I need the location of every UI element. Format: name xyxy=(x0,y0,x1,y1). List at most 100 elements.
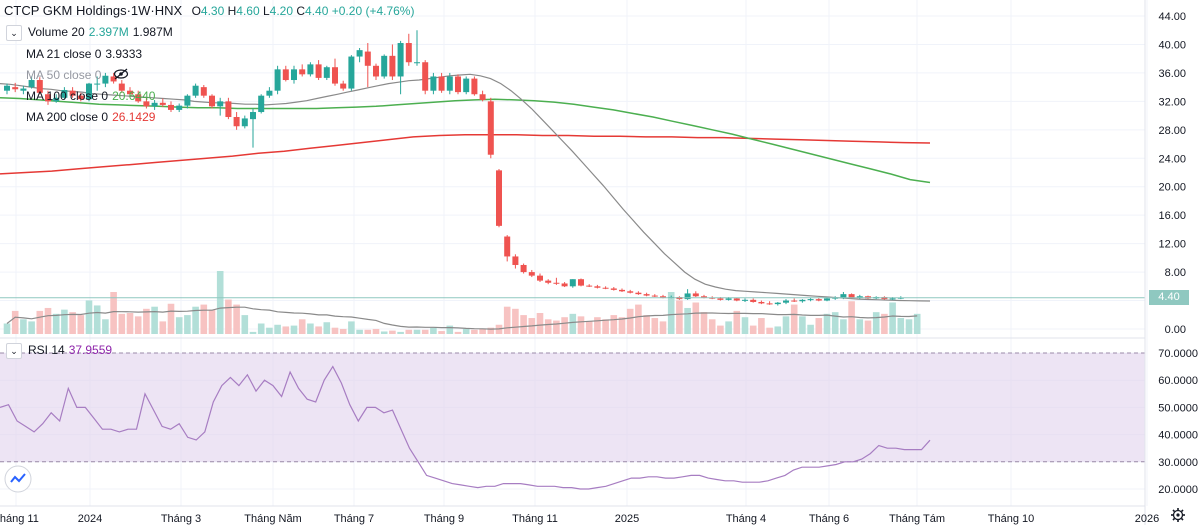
volume-bar xyxy=(864,320,872,334)
volume-bar xyxy=(913,313,921,334)
candle-body xyxy=(848,294,855,298)
volume-bar xyxy=(700,312,708,334)
change-value: +0.20 (+4.76%) xyxy=(331,4,415,18)
candle-body xyxy=(799,299,806,302)
candle-body xyxy=(553,282,560,284)
time-tick-label: 2025 xyxy=(615,513,639,525)
volume-bar xyxy=(758,318,765,334)
volume-bar xyxy=(594,317,601,334)
volume-bar xyxy=(602,319,609,334)
rsi-legend[interactable]: ⌄ RSI 14 37.9559 xyxy=(6,343,112,359)
chevron-down-icon[interactable]: ⌄ xyxy=(6,25,22,41)
volume-bar xyxy=(339,328,347,334)
candle-body xyxy=(397,43,404,77)
candle-body xyxy=(610,288,617,290)
candle-body xyxy=(414,62,420,64)
time-tick-label: Tháng 11 xyxy=(0,513,39,525)
candle-body xyxy=(373,65,379,77)
volume-bar xyxy=(184,315,191,334)
open-value: 4.30 xyxy=(200,4,225,18)
interval[interactable]: 1W xyxy=(130,3,151,18)
volume-bar xyxy=(323,322,331,334)
volume-bar xyxy=(159,321,167,334)
candle-body xyxy=(135,94,142,102)
volume-bar xyxy=(708,319,716,334)
volume-bar xyxy=(167,303,175,334)
candle-body xyxy=(701,296,707,298)
candle-body xyxy=(69,90,76,96)
time-tick-label: 2026 xyxy=(1135,513,1159,525)
candle-body xyxy=(61,89,68,98)
volume-bar xyxy=(69,312,76,334)
candle-body xyxy=(12,87,19,90)
volume-bar xyxy=(216,271,224,334)
candle-body xyxy=(528,272,535,276)
volume-bar xyxy=(807,324,814,334)
candle-body xyxy=(578,279,584,286)
volume-bar xyxy=(118,313,126,334)
candle-body xyxy=(291,69,297,81)
volume-bar xyxy=(725,321,732,334)
volume-bar xyxy=(446,325,454,334)
volume-bars xyxy=(3,271,921,334)
volume-bar xyxy=(364,329,372,334)
candle-body xyxy=(725,298,732,300)
volume-bar xyxy=(85,300,93,334)
price-tick-label: 8.00 xyxy=(1165,267,1186,279)
candle-body xyxy=(241,118,248,127)
price-axis-ticks: 0.004.008.0012.0016.0020.0024.0028.0032.… xyxy=(1158,11,1186,336)
volume-bar xyxy=(249,331,257,334)
open-label: O xyxy=(191,4,201,18)
chevron-down-icon[interactable]: ⌄ xyxy=(6,343,22,359)
ma21-legend[interactable]: MA 21 close 0 3.9333 xyxy=(26,47,142,61)
symbol-name[interactable]: CTCP GKM Holdings xyxy=(4,3,127,18)
ma200-legend[interactable]: MA 200 close 0 26.1429 xyxy=(26,110,155,124)
volume-bar xyxy=(298,319,306,334)
ma50-legend[interactable]: MA 50 close 0 xyxy=(26,68,129,83)
volume-bar xyxy=(126,313,134,334)
price-tick-label: 32.00 xyxy=(1158,96,1186,108)
candle-body xyxy=(118,83,125,91)
settings-gear-icon[interactable] xyxy=(1171,508,1185,522)
volume-ma-line xyxy=(6,306,918,330)
volume-bar xyxy=(585,321,593,334)
candle-body xyxy=(323,67,330,78)
candle-body xyxy=(766,303,773,305)
candle-body xyxy=(151,102,158,107)
last-price-label: 4.40 xyxy=(1149,290,1189,305)
volume-bar xyxy=(454,331,462,334)
candle-body xyxy=(102,75,109,84)
volume-bar xyxy=(20,319,27,334)
ma21-line xyxy=(0,73,931,302)
candle-body xyxy=(389,55,396,77)
volume-bar xyxy=(93,305,101,334)
candle-body xyxy=(856,296,863,298)
candle-body xyxy=(405,43,412,63)
time-tick-label: Tháng Năm xyxy=(244,513,301,525)
candle-body xyxy=(332,67,338,84)
time-tick-label: Tháng 11 xyxy=(512,513,558,525)
candle-body xyxy=(86,83,92,100)
candle-body xyxy=(651,295,658,297)
volume-bar xyxy=(389,330,396,334)
volume-bar xyxy=(520,315,527,334)
volume-bar xyxy=(200,304,208,334)
volume-bar xyxy=(380,331,388,334)
volume-bar xyxy=(208,309,216,334)
candle-body xyxy=(274,69,281,91)
volume-label: Volume 20 xyxy=(28,25,85,40)
volume-bar xyxy=(889,302,896,334)
candle-body xyxy=(545,280,552,283)
volume-bar xyxy=(151,306,158,334)
time-tick-label: Tháng 4 xyxy=(726,513,766,525)
candle-body xyxy=(455,76,461,93)
eye-hidden-icon[interactable] xyxy=(113,68,129,83)
ma100-legend[interactable]: MA 100 close 0 20.6440 xyxy=(26,89,155,103)
volume-bar xyxy=(553,320,560,334)
high-value: 4.60 xyxy=(236,4,260,18)
candle-body xyxy=(53,97,60,102)
time-tick-label: Tháng Tám xyxy=(889,513,945,525)
volume-legend[interactable]: ⌄ Volume 20 2.397M 1.987M xyxy=(6,25,173,41)
ma200-value: 26.1429 xyxy=(112,110,156,124)
